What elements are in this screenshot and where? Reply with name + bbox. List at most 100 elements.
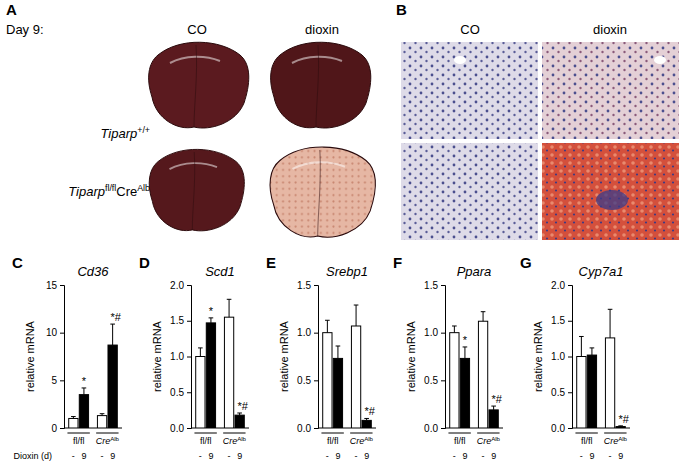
superscript: Alb: [110, 435, 119, 442]
axis-line: [314, 286, 319, 429]
x-axis-title: Dioxin (d): [13, 451, 52, 461]
error-bar: [354, 305, 359, 326]
error-cap: [579, 336, 584, 337]
liver-photo: [149, 42, 249, 128]
tick-mark: [60, 285, 64, 286]
group-line: [604, 433, 626, 434]
group-line: [575, 433, 597, 434]
panel-letter: A: [6, 1, 17, 18]
tick-mark: [60, 428, 64, 429]
tick-mark: [60, 380, 64, 381]
liver-photo: [270, 147, 375, 237]
group-label: fl/fl: [200, 436, 212, 446]
tick-mark: [187, 285, 191, 286]
axis-line: [60, 286, 65, 429]
significance-mark: *#: [110, 311, 121, 323]
category-label: 9: [589, 451, 594, 461]
tick: 2.0: [170, 280, 191, 291]
histology-detail: [654, 56, 666, 64]
category-label: 9: [208, 451, 213, 461]
error-bar: [71, 417, 76, 419]
chart-title: Ppara: [457, 264, 492, 279]
significance-mark: *#: [618, 413, 629, 425]
tick-mark: [441, 333, 445, 334]
bar: [333, 358, 342, 428]
group-line: [477, 433, 499, 434]
y-axis: 0.00.51.01.52.0: [551, 280, 572, 434]
chart-title: Cyp7a1: [579, 264, 624, 279]
bar: [69, 418, 78, 428]
text-part: fl/fl: [454, 436, 466, 446]
tick-label: 0.0: [424, 423, 438, 434]
y-axis-title: relative mRNA: [151, 320, 163, 392]
group-line: [350, 433, 372, 434]
bar: [577, 357, 586, 429]
tick: 1.5: [551, 315, 572, 326]
bar-chart: GCyp7a1relative mRNA0.00.51.01.52.0*#fl/…: [520, 254, 630, 461]
tick-label: 0.0: [297, 423, 311, 434]
bar: [235, 415, 244, 428]
panel-letter: D: [139, 254, 150, 271]
panel-letter: C: [12, 254, 23, 271]
bar: [196, 357, 205, 429]
histology-photo: [401, 42, 538, 139]
bar-chart: CCd36relative mRNA051015**#fl/flCreAlb-9…: [12, 254, 122, 461]
significance-mark: *: [463, 334, 468, 346]
group-label: CreAlb: [96, 435, 120, 447]
group-line: [194, 433, 216, 434]
error-cap: [452, 325, 457, 326]
histology-photo: [401, 143, 538, 240]
error-cap: [590, 347, 595, 348]
error-bar: [364, 418, 369, 420]
category-label: -: [482, 451, 485, 461]
tick-label: 15: [46, 280, 58, 291]
category-label: 9: [335, 451, 340, 461]
error-cap: [364, 418, 369, 419]
error-bar: [491, 406, 496, 410]
group-line: [96, 433, 118, 434]
tick: 1.5: [170, 315, 191, 326]
category-label: -: [326, 451, 329, 461]
significance-mark: *#: [364, 405, 375, 417]
chart-title: Cd36: [77, 264, 109, 279]
column-label: CO: [460, 22, 480, 37]
superscript: +/+: [137, 125, 150, 135]
error-line: [83, 388, 84, 395]
histology-detail: [596, 190, 628, 210]
tick-mark: [187, 357, 191, 358]
error-cap: [209, 317, 214, 318]
tick-label: 0.5: [297, 375, 311, 386]
tick-label: 0.0: [551, 423, 565, 434]
error-line: [356, 305, 357, 326]
tick-mark: [187, 321, 191, 322]
tick-label: 1.0: [297, 327, 311, 338]
bar: [489, 410, 498, 428]
superscript: Alb: [137, 183, 150, 193]
group-label: CreAlb: [604, 435, 628, 447]
tick: 1.0: [424, 327, 445, 338]
tick-mark: [314, 333, 318, 334]
axis-line: [441, 286, 446, 429]
error-bar: [608, 309, 613, 338]
tick-label: 1.0: [170, 351, 184, 362]
category-label: 9: [110, 451, 115, 461]
error-bar: [579, 336, 584, 356]
tick: 15: [46, 280, 64, 291]
tick-label: 1.5: [424, 280, 438, 291]
category-label: 9: [462, 451, 467, 461]
tick: 0.0: [297, 423, 318, 434]
panel-letter: B: [396, 1, 407, 18]
category-label: -: [355, 451, 358, 461]
tick-label: 0.5: [551, 387, 565, 398]
text-part: Cre: [96, 436, 111, 446]
category-label: 9: [491, 451, 496, 461]
error-cap: [491, 406, 496, 407]
tick-label: 1.0: [551, 351, 565, 362]
tick-label: 0.5: [424, 375, 438, 386]
y-axis-title: relative mRNA: [532, 320, 544, 392]
error-cap: [198, 347, 203, 348]
error-cap: [325, 320, 330, 321]
error-line: [610, 309, 611, 338]
chart-title: Scd1: [205, 264, 235, 279]
tick-label: 1.5: [551, 315, 565, 326]
